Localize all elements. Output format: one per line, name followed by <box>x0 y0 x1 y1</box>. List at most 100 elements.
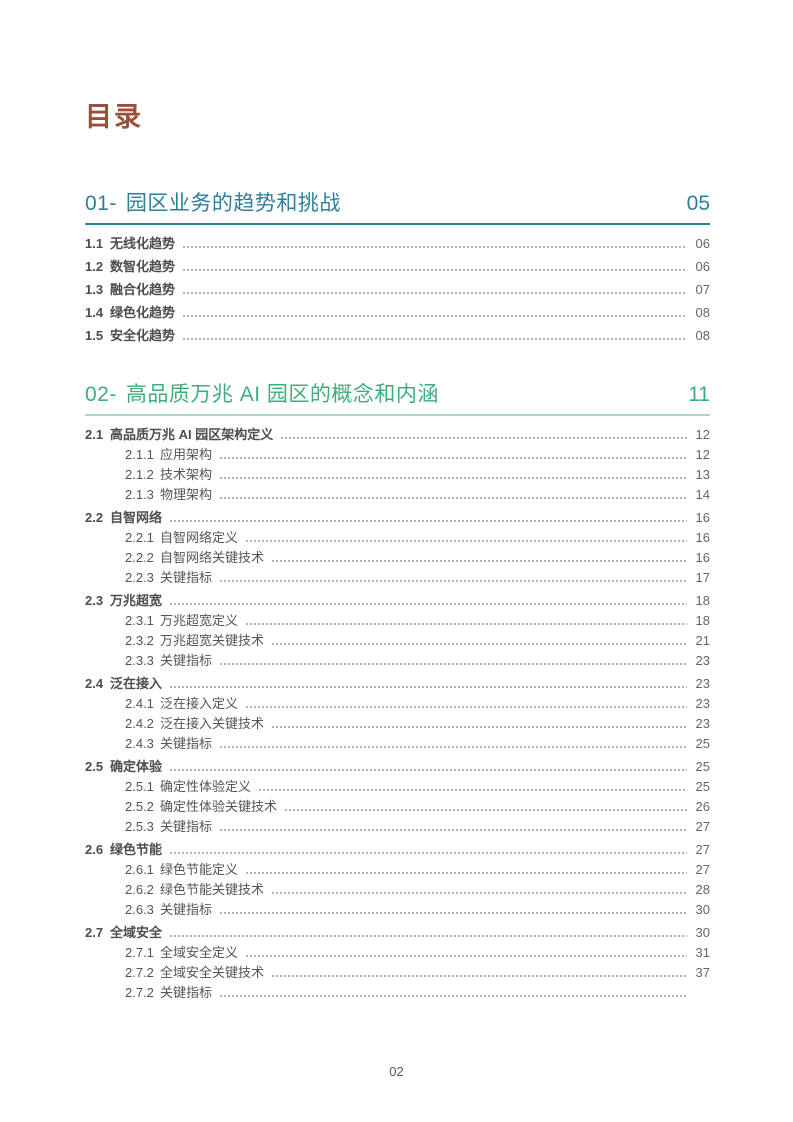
section-number: 01- <box>85 192 117 215</box>
toc-item-title: 高品质万兆 AI 园区架构定义 <box>110 427 274 442</box>
toc-item-title: 自智网络定义 <box>160 530 239 545</box>
dotted-leader <box>169 685 687 689</box>
toc-item-title: 自智网络关键技术 <box>160 550 265 565</box>
toc-item[interactable]: 2.2.3 关键指标 17 <box>85 567 710 587</box>
toc-item[interactable]: 1.5 安全化趋势 08 <box>85 325 710 345</box>
toc-item-number: 2.3.2 <box>125 633 154 648</box>
toc-item-page-number: 17 <box>695 570 710 585</box>
toc-item[interactable]: 2.3.2 万兆超宽关键技术 21 <box>85 630 710 650</box>
toc-item[interactable]: 2.1.3 物理架构 14 <box>85 484 710 504</box>
section-items: 2.1 高品质万兆 AI 园区架构定义 12 2.1.1 应用架构 12 2.1.2 技术架构… <box>85 416 710 1002</box>
toc-item-number: 1.2 <box>85 259 104 274</box>
toc-item-number: 2.3.1 <box>125 613 154 628</box>
toc-item-number: 1.5 <box>85 328 104 343</box>
toc-item-title: 确定性体验关键技术 <box>160 799 278 814</box>
dotted-leader <box>245 954 687 958</box>
toc-item[interactable]: 2.1.2 技术架构 13 <box>85 464 710 484</box>
dotted-leader <box>169 519 687 523</box>
toc-item-page-number: 27 <box>695 842 710 857</box>
toc-item[interactable]: 2.1 高品质万兆 AI 园区架构定义 12 <box>85 424 710 444</box>
toc-item-title: 确定性体验定义 <box>160 779 252 794</box>
toc-item-title: 关键指标 <box>160 653 213 668</box>
toc-item-number: 2.6 <box>85 842 104 857</box>
toc-item-number: 2.2.1 <box>125 530 154 545</box>
section-title: 高品质万兆 AI 园区的概念和内涵 <box>125 383 439 406</box>
dotted-leader <box>169 768 687 772</box>
page-title: 目录 <box>85 102 143 132</box>
dotted-leader <box>245 871 687 875</box>
toc-item[interactable]: 2.4.2 泛在接入关键技术 23 <box>85 713 710 733</box>
toc-item-number: 2.2.2 <box>125 550 154 565</box>
dotted-leader <box>182 245 687 249</box>
toc-item-page-number: 26 <box>695 799 710 814</box>
dotted-leader <box>271 725 687 729</box>
toc-item-number: 1.1 <box>85 236 104 251</box>
toc-item-page-number: 30 <box>695 925 710 940</box>
toc-item-page-number: 13 <box>695 467 710 482</box>
toc-item-page-number: 12 <box>695 427 710 442</box>
toc-item-title: 泛在接入定义 <box>160 696 239 711</box>
toc-item-page-number: 06 <box>695 236 710 251</box>
toc-item-title: 万兆超宽定义 <box>160 613 239 628</box>
toc-item-page-number: 25 <box>695 759 710 774</box>
toc-item[interactable]: 2.1.1 应用架构 12 <box>85 444 710 464</box>
toc-item[interactable]: 2.6.3 关键指标 30 <box>85 899 710 919</box>
toc-item[interactable]: 2.2.1 自智网络定义 16 <box>85 527 710 547</box>
toc-item[interactable]: 1.3 融合化趋势 07 <box>85 279 710 299</box>
section-rule <box>85 414 710 416</box>
toc-item-page-number: 25 <box>695 779 710 794</box>
toc-item-number: 2.2.3 <box>125 570 154 585</box>
dotted-leader <box>182 291 687 295</box>
toc-item-title: 确定体验 <box>110 759 163 774</box>
toc-item-number: 2.7.2 <box>125 985 154 1000</box>
toc-item[interactable]: 1.4 绿色化趋势 08 <box>85 302 710 322</box>
toc-item[interactable]: 2.3 万兆超宽 18 <box>85 590 710 610</box>
toc-item-number: 2.1.1 <box>125 447 154 462</box>
toc-item-page-number: 08 <box>695 328 710 343</box>
dotted-leader <box>182 268 687 272</box>
toc-item[interactable]: 2.6.2 绿色节能关键技术 28 <box>85 879 710 899</box>
toc-item[interactable]: 2.2 自智网络 16 <box>85 507 710 527</box>
toc-item[interactable]: 1.1 无线化趋势 06 <box>85 233 710 253</box>
dotted-leader <box>169 602 687 606</box>
section-heading[interactable]: 02- 高品质万兆 AI 园区的概念和内涵 11 <box>85 378 710 408</box>
toc-item[interactable]: 2.6 绿色节能 27 <box>85 839 710 859</box>
toc-item[interactable]: 2.3.1 万兆超宽定义 18 <box>85 610 710 630</box>
toc-item[interactable]: 2.7 全域安全 30 <box>85 922 710 942</box>
toc-item[interactable]: 2.2.2 自智网络关键技术 16 <box>85 547 710 567</box>
toc-item[interactable]: 2.4 泛在接入 23 <box>85 673 710 693</box>
toc-item-page-number: 18 <box>695 593 710 608</box>
toc-item-number: 2.1.3 <box>125 487 154 502</box>
toc-item-number: 2.5 <box>85 759 104 774</box>
dotted-leader <box>182 314 687 318</box>
toc-item-title: 关键指标 <box>160 570 213 585</box>
toc-item[interactable]: 2.5.2 确定性体验关键技术 26 <box>85 796 710 816</box>
toc-item-title: 泛在接入 <box>110 676 163 691</box>
toc-item-title: 万兆超宽关键技术 <box>160 633 265 648</box>
toc-item[interactable]: 1.2 数智化趋势 06 <box>85 256 710 276</box>
toc-item[interactable]: 2.7.2 关键指标 <box>85 982 710 1002</box>
toc-item-number: 2.7 <box>85 925 104 940</box>
dotted-leader <box>271 559 687 563</box>
toc-item-page-number: 27 <box>695 862 710 877</box>
dotted-leader <box>219 745 687 749</box>
toc-item[interactable]: 2.5.3 关键指标 27 <box>85 816 710 836</box>
toc-item-page-number: 16 <box>695 550 710 565</box>
toc-item-page-number: 21 <box>695 633 710 648</box>
toc-item[interactable]: 2.5.1 确定性体验定义 25 <box>85 776 710 796</box>
toc-item[interactable]: 2.4.3 关键指标 25 <box>85 733 710 753</box>
section-heading[interactable]: 01- 园区业务的趋势和挑战 05 <box>85 187 710 217</box>
toc-item-number: 2.3.3 <box>125 653 154 668</box>
toc-item[interactable]: 2.5 确定体验 25 <box>85 756 710 776</box>
toc-item-title: 绿色化趋势 <box>110 305 176 320</box>
toc-item[interactable]: 2.7.1 全域安全定义 31 <box>85 942 710 962</box>
toc-item[interactable]: 2.6.1 绿色节能定义 27 <box>85 859 710 879</box>
toc-item[interactable]: 2.4.1 泛在接入定义 23 <box>85 693 710 713</box>
toc-item[interactable]: 2.7.2 全域安全关键技术 37 <box>85 962 710 982</box>
section-page-number: 11 <box>688 383 710 406</box>
toc-item-title: 关键指标 <box>160 819 213 834</box>
dotted-leader <box>219 911 687 915</box>
toc-item-number: 2.5.3 <box>125 819 154 834</box>
toc-item[interactable]: 2.3.3 关键指标 23 <box>85 650 710 670</box>
toc-item-title: 全域安全定义 <box>160 945 239 960</box>
